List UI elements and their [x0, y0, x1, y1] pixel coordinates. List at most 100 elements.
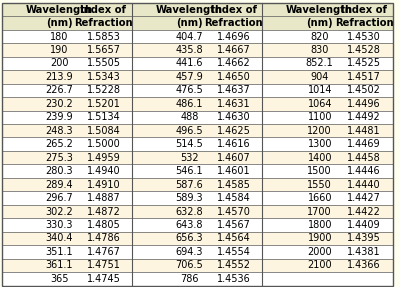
Text: 587.6: 587.6 — [176, 180, 203, 190]
Bar — [2, 137, 132, 151]
Text: 1.4528: 1.4528 — [347, 45, 381, 55]
Text: 1.4446: 1.4446 — [347, 166, 381, 176]
Text: 852.1: 852.1 — [306, 59, 334, 68]
Text: 904: 904 — [310, 72, 329, 82]
Bar — [2, 84, 132, 97]
Text: 248.3: 248.3 — [46, 126, 73, 136]
Text: (nm): (nm) — [306, 18, 333, 28]
Text: 1.4409: 1.4409 — [347, 220, 381, 230]
Text: 2100: 2100 — [307, 260, 332, 270]
Text: 1900: 1900 — [308, 233, 332, 243]
Text: 1500: 1500 — [307, 166, 332, 176]
Bar — [262, 178, 393, 191]
Text: 1.5084: 1.5084 — [87, 126, 120, 136]
Text: 488: 488 — [180, 112, 198, 122]
Bar — [2, 16, 132, 30]
Text: Wavelength: Wavelength — [156, 5, 223, 15]
Text: 1.4887: 1.4887 — [87, 193, 120, 203]
Bar — [132, 97, 262, 110]
Text: 1.5657: 1.5657 — [86, 45, 120, 55]
Text: 1.4745: 1.4745 — [86, 274, 120, 284]
Text: 1.4536: 1.4536 — [217, 274, 250, 284]
Bar — [2, 110, 132, 124]
Bar — [262, 30, 393, 43]
Text: 632.8: 632.8 — [176, 207, 203, 216]
Text: 361.1: 361.1 — [46, 260, 73, 270]
Text: Wavelength: Wavelength — [286, 5, 353, 15]
Text: 1.4492: 1.4492 — [347, 112, 381, 122]
Text: 441.6: 441.6 — [176, 59, 203, 68]
Text: 265.2: 265.2 — [45, 139, 73, 149]
Text: 1.5201: 1.5201 — [86, 99, 120, 109]
Bar — [2, 124, 132, 137]
Bar — [2, 151, 132, 164]
Bar — [262, 3, 393, 16]
Text: 643.8: 643.8 — [176, 220, 203, 230]
Text: 435.8: 435.8 — [176, 45, 203, 55]
Bar — [132, 43, 262, 57]
Bar — [262, 164, 393, 178]
Text: 1.4517: 1.4517 — [347, 72, 381, 82]
Text: 1.4601: 1.4601 — [217, 166, 250, 176]
Bar — [262, 259, 393, 272]
Bar — [2, 3, 132, 16]
Text: 1.4616: 1.4616 — [217, 139, 250, 149]
Text: 706.5: 706.5 — [176, 260, 203, 270]
Bar — [262, 110, 393, 124]
Text: 1.5228: 1.5228 — [86, 85, 120, 95]
Bar — [132, 205, 262, 218]
Text: 1100: 1100 — [308, 112, 332, 122]
Bar — [262, 151, 393, 164]
Text: 1.4584: 1.4584 — [217, 193, 250, 203]
Text: 1.4481: 1.4481 — [347, 126, 381, 136]
Text: 1.4530: 1.4530 — [347, 32, 381, 42]
Bar — [262, 272, 393, 286]
Text: 226.7: 226.7 — [45, 85, 73, 95]
Bar — [2, 178, 132, 191]
Text: 1.5134: 1.5134 — [87, 112, 120, 122]
Bar — [132, 218, 262, 232]
Text: 476.5: 476.5 — [176, 85, 203, 95]
Text: 213.9: 213.9 — [46, 72, 73, 82]
Text: 1.4427: 1.4427 — [347, 193, 381, 203]
Text: 694.3: 694.3 — [176, 247, 203, 257]
Text: 280.3: 280.3 — [46, 166, 73, 176]
Bar — [132, 164, 262, 178]
Text: 1.4667: 1.4667 — [217, 45, 250, 55]
Text: 1.4805: 1.4805 — [87, 220, 120, 230]
Bar — [2, 232, 132, 245]
Text: 1.4650: 1.4650 — [217, 72, 250, 82]
Text: 1700: 1700 — [307, 207, 332, 216]
Bar — [262, 97, 393, 110]
Bar — [262, 84, 393, 97]
Text: Index of: Index of — [211, 5, 257, 15]
Bar — [132, 151, 262, 164]
Text: 1.4496: 1.4496 — [347, 99, 381, 109]
Bar — [262, 124, 393, 137]
Text: 546.1: 546.1 — [176, 166, 203, 176]
Text: 404.7: 404.7 — [176, 32, 203, 42]
Text: 351.1: 351.1 — [46, 247, 73, 257]
Text: 486.1: 486.1 — [176, 99, 203, 109]
Bar — [262, 205, 393, 218]
Text: 1.4767: 1.4767 — [86, 247, 120, 257]
Bar — [132, 3, 262, 16]
Text: 1800: 1800 — [308, 220, 332, 230]
Bar — [132, 110, 262, 124]
Text: 1.4637: 1.4637 — [217, 85, 250, 95]
Bar — [262, 245, 393, 259]
Text: 1.4366: 1.4366 — [347, 260, 381, 270]
Text: Refraction: Refraction — [204, 18, 263, 28]
Bar — [262, 57, 393, 70]
Text: 2000: 2000 — [307, 247, 332, 257]
Text: 1.4422: 1.4422 — [347, 207, 381, 216]
Bar — [2, 191, 132, 205]
Bar — [132, 245, 262, 259]
Bar — [2, 205, 132, 218]
Text: 1.4440: 1.4440 — [347, 180, 381, 190]
Text: 532: 532 — [180, 153, 199, 163]
Text: 589.3: 589.3 — [176, 193, 203, 203]
Bar — [132, 57, 262, 70]
Bar — [132, 272, 262, 286]
Text: (nm): (nm) — [176, 18, 203, 28]
